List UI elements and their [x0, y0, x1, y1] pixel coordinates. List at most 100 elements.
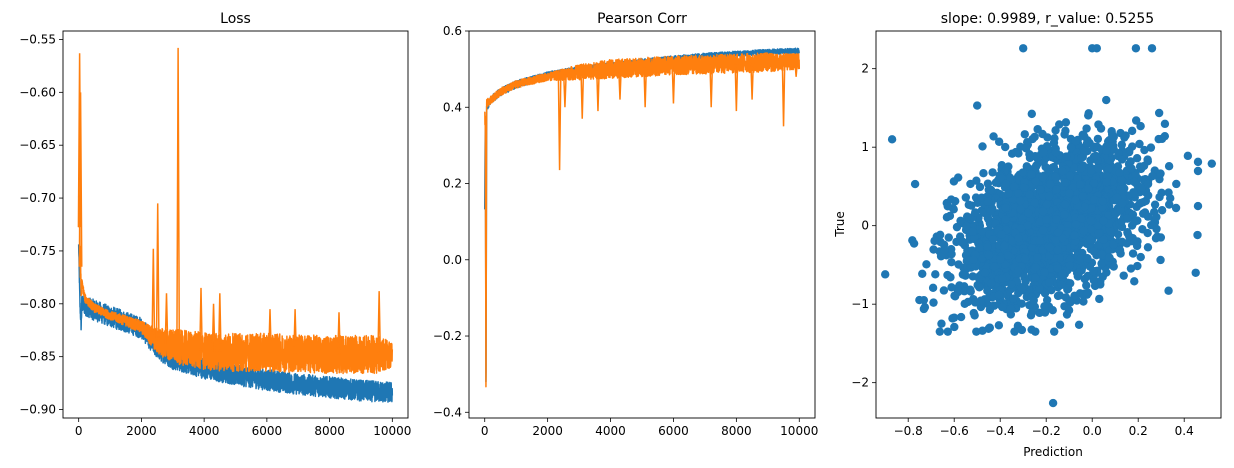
scatter-point — [1065, 296, 1074, 305]
scatter-point — [1116, 205, 1125, 214]
loss-series-1-spike — [176, 47, 181, 348]
scatter-point — [952, 222, 962, 232]
scatter-point — [1050, 134, 1059, 143]
scatter-point — [1083, 254, 1092, 263]
scatter-point — [1097, 249, 1106, 259]
scatter-point — [1102, 146, 1111, 156]
pearson-series-1-spike — [557, 75, 562, 171]
loss-axes-frame — [62, 30, 409, 419]
y-tick-label: −2 — [851, 376, 869, 390]
scatter-point — [1017, 284, 1027, 293]
scatter-point — [1126, 157, 1135, 166]
scatter-point — [983, 197, 993, 207]
scatter-point — [1128, 249, 1138, 258]
scatter-point — [998, 274, 1007, 283]
scatter-point — [1191, 268, 1200, 277]
scatter-point — [1126, 264, 1136, 273]
scatter-point — [1117, 198, 1127, 208]
scatter-point — [1089, 179, 1099, 188]
pearson-axes-frame — [468, 30, 816, 419]
scatter-point — [1094, 240, 1103, 250]
scatter-point — [1065, 261, 1075, 270]
scatter-point — [1084, 109, 1093, 118]
y-tick-label: 0.0 — [443, 253, 462, 267]
scatter-point — [1025, 150, 1034, 159]
x-tick-label: −0.2 — [1032, 424, 1061, 438]
loss-series-1-spike — [211, 303, 216, 352]
loss-y-axis: −0.90 −0.85 −0.80 −0.75 −0.70 −0.65 −0.60 −0.55 — [19, 32, 63, 417]
scatter-point — [1051, 235, 1061, 245]
scatter-point — [1058, 166, 1067, 176]
y-tick-label: −0.85 — [19, 350, 56, 364]
scatter-point — [949, 177, 959, 186]
pearson-series-1-spike — [671, 65, 676, 104]
x-tick-label: 0.0 — [1083, 424, 1102, 438]
scatter-point — [1104, 164, 1113, 174]
scatter-point — [970, 311, 979, 320]
scatter-point — [1115, 246, 1125, 255]
scatter-point — [1084, 184, 1093, 193]
scatter-point — [1143, 179, 1153, 189]
scatter-point — [1146, 220, 1156, 230]
scatter-point — [1038, 207, 1048, 216]
scatter-point — [988, 168, 997, 177]
scatter-point — [983, 213, 992, 223]
pearson-panel: Pearson Corr 0 2000 4000 6000 8000 10000 −0.4… — [433, 11, 819, 438]
scatter-point — [1013, 266, 1023, 276]
scatter-title: slope: 0.9989, r_value: 0.5255 — [941, 11, 1154, 27]
scatter-point — [1143, 212, 1153, 221]
scatter-point — [1017, 325, 1027, 335]
pearson-series-1-spike — [709, 64, 714, 108]
scatter-point — [1114, 149, 1123, 158]
scatter-point — [1019, 183, 1029, 192]
scatter-point — [1018, 168, 1027, 177]
x-tick-label: −0.8 — [894, 424, 923, 438]
scatter-point — [1033, 125, 1042, 134]
loss-series-1-spike — [217, 293, 222, 352]
scatter-point — [1140, 145, 1149, 155]
pearson-plot-area — [483, 47, 801, 388]
x-tick-label: 10000 — [373, 424, 411, 438]
scatter-point — [1130, 277, 1139, 286]
scatter-point — [1031, 177, 1041, 186]
scatter-point — [1071, 220, 1081, 229]
scatter-point — [1106, 227, 1116, 237]
x-tick-label: 4000 — [595, 424, 626, 438]
scatter-point — [1130, 177, 1139, 187]
x-tick-label: 2000 — [532, 424, 563, 438]
loss-series-1-spike — [337, 312, 341, 355]
scatter-point — [994, 321, 1004, 330]
y-tick-label: −0.90 — [19, 403, 56, 417]
scatter-point — [1147, 44, 1157, 53]
loss-series-1-spike — [155, 203, 160, 342]
scatter-axes-frame — [875, 30, 1222, 419]
scatter-point — [1098, 196, 1107, 206]
scatter-point — [1076, 153, 1086, 163]
scatter-point — [944, 233, 953, 242]
scatter-point — [1051, 148, 1061, 157]
loss-series-1-spike — [151, 248, 156, 338]
scatter-point — [947, 244, 956, 254]
scatter-point — [969, 255, 978, 264]
scatter-point — [1077, 164, 1086, 173]
scatter-point — [1033, 253, 1042, 262]
scatter-point — [980, 268, 990, 278]
pearson-series-1-line — [483, 52, 801, 388]
scatter-point — [1150, 200, 1160, 209]
scatter-point — [1082, 290, 1092, 299]
scatter-point — [1060, 130, 1069, 139]
scatter-point — [1064, 306, 1074, 315]
scatter-point — [979, 169, 988, 178]
scatter-point — [1060, 178, 1069, 187]
scatter-point — [939, 286, 949, 295]
scatter-point — [950, 322, 959, 332]
scatter-point — [947, 257, 956, 267]
scatter-point — [1082, 281, 1091, 290]
scatter-point — [1117, 140, 1127, 149]
scatter-point — [1070, 163, 1079, 173]
y-tick-label: 2 — [861, 62, 869, 76]
scatter-point — [1027, 243, 1037, 252]
scatter-point — [1071, 136, 1080, 146]
scatter-point — [1164, 188, 1173, 197]
